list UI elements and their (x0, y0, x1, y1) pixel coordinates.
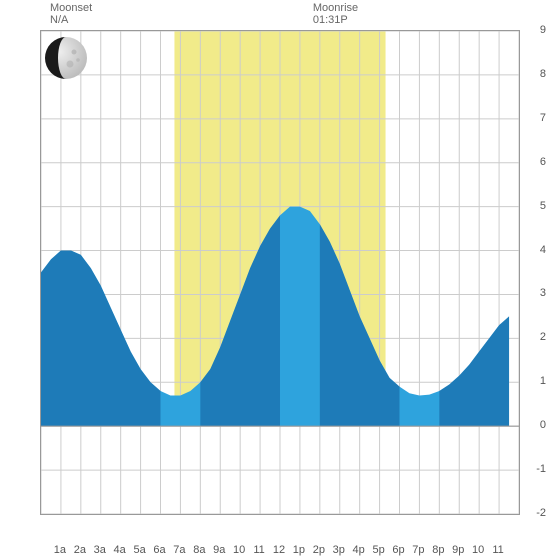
y-tick: 5 (540, 200, 546, 212)
moonrise-label: Moonrise (313, 2, 358, 14)
x-tick: 12 (273, 544, 285, 556)
moon-phase-icon (44, 36, 88, 80)
y-tick: 1 (540, 375, 546, 387)
y-tick: 4 (540, 244, 546, 256)
x-tick: 2p (313, 544, 325, 556)
y-tick: 2 (540, 331, 546, 343)
x-tick: 9a (213, 544, 225, 556)
x-tick: 2a (74, 544, 86, 556)
x-tick: 8a (193, 544, 205, 556)
x-tick: 7p (412, 544, 424, 556)
x-tick: 5a (133, 544, 145, 556)
x-tick: 8p (432, 544, 444, 556)
x-tick: 10 (233, 544, 245, 556)
x-tick: 6p (392, 544, 404, 556)
y-tick: -1 (536, 463, 546, 475)
y-tick: 0 (540, 419, 546, 431)
header: Moonset N/A Moonrise 01:31P (0, 0, 550, 2)
y-tick: 6 (540, 156, 546, 168)
x-tick: 11 (253, 544, 264, 556)
x-tick: 1a (54, 544, 66, 556)
x-tick: 9p (452, 544, 464, 556)
y-tick: 9 (540, 24, 546, 36)
y-tick: 3 (540, 287, 546, 299)
x-tick: 3p (333, 544, 345, 556)
x-tick: 4p (353, 544, 365, 556)
x-tick: 5p (372, 544, 384, 556)
x-tick: 4a (114, 544, 126, 556)
x-tick: 10 (472, 544, 484, 556)
tide-chart (40, 30, 520, 515)
chart-plot (41, 31, 519, 514)
moonset-block: Moonset N/A (50, 2, 92, 26)
moonset-label: Moonset (50, 2, 92, 14)
moonrise-block: Moonrise 01:31P (313, 2, 358, 26)
x-tick: 3a (94, 544, 106, 556)
x-tick: 1p (293, 544, 305, 556)
y-axis: -2-10123456789 (528, 30, 548, 515)
y-tick: 8 (540, 68, 546, 80)
x-tick: 6a (153, 544, 165, 556)
moonset-value: N/A (50, 14, 92, 26)
x-tick: 7a (173, 544, 185, 556)
y-tick: -2 (536, 507, 546, 519)
x-tick: 11 (492, 544, 503, 556)
moonrise-value: 01:31P (313, 14, 358, 26)
y-tick: 7 (540, 112, 546, 124)
